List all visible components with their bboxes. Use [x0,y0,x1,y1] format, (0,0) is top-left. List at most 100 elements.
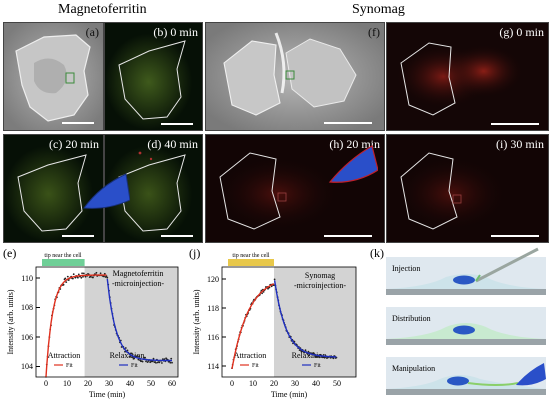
svg-text:40: 40 [312,379,320,388]
j-data-point [308,354,311,357]
e-data-point [126,349,129,352]
e-data-point [171,361,173,364]
schematic-distribution-panel: Distribution [386,307,546,345]
j-data-point [321,356,324,359]
plot-j-legend-fit-relaxation: Fit [314,363,321,369]
panel-d-label: (d) 40 min [147,137,198,151]
svg-text:20: 20 [270,379,278,388]
e-data-point [163,358,166,361]
plot-e-xlabel: Time (min) [89,390,126,399]
plot-e-ytick: 106 [21,333,33,342]
panel-h-label: (h) 20 min [329,137,380,151]
plot-j-ylabel: Intensity (arb. units) [192,289,201,354]
plot-j-banner-text: tip near the cell [232,253,269,259]
e-data-point [62,283,65,286]
e-data-point [170,357,173,360]
plot-j-yticks: 114 116 118 120 [207,275,226,371]
plot-e-yticks: 104 106 108 110 [21,274,40,371]
plot-e-label: (e) [3,246,16,260]
schematic-step-manipulation: Manipulation [392,364,435,373]
plot-j-fit-relaxation [273,280,337,358]
e-data-point [138,355,141,358]
e-data-point [82,272,85,275]
plot-e-ylabel: Intensity (arb. units) [6,289,15,354]
plot-e-title-line1: Magnetoferritin [113,269,164,278]
e-data-point [136,355,139,357]
plot-e-ytick: 104 [21,362,33,371]
j-data-point [332,357,335,360]
svg-text:116: 116 [207,333,219,342]
e-data-point [74,276,77,279]
panel-h-fluorescence-image: (h) 20 min [205,134,385,243]
e-data-point [133,357,136,360]
e-data-point [155,362,157,364]
plot-e-attraction-label: Attraction [48,351,80,360]
plot-e-legend-fit-relaxation: Fit [131,363,138,369]
plot-j-banner [228,259,274,266]
e-data-point [124,347,127,349]
svg-text:118: 118 [207,304,219,313]
plot-j-xlabel: Time (min) [271,390,308,399]
e-data-point [106,276,109,279]
schematic-manipulation-panel: Manipulation [386,357,546,395]
panel-i-label: (i) 30 min [496,137,544,151]
e-data-point [144,356,147,359]
svg-text:40: 40 [126,379,134,388]
e-data-point [130,352,133,355]
magnetoferritin-header: Magnetoferritin [58,2,147,17]
panel-b-label: (b) 0 min [153,25,198,39]
plot-j-shaded-region [274,267,356,377]
e-data-point [66,275,69,278]
e-data-point [141,360,144,363]
j-data-point [304,349,307,352]
plot-e-legend-fit-attraction: Fit [66,363,73,369]
svg-text:0: 0 [230,379,234,388]
e-data-point [84,275,87,278]
svg-text:30: 30 [291,379,299,388]
plot-e-ytick: 110 [21,274,33,283]
svg-text:10: 10 [249,379,257,388]
svg-text:50: 50 [147,379,155,388]
plot-j-synomag: (j) tip near the cell 114 116 118 120 0 … [189,246,357,399]
plot-e-xticks: 0 10 20 30 40 50 60 [44,379,176,388]
svg-text:10: 10 [63,379,71,388]
j-data-point [323,356,326,359]
j-data-point [273,278,276,281]
e-data-point [158,361,161,364]
plot-e-banner [42,259,85,266]
e-data-point [156,361,159,364]
magnetic-tip-icon [328,145,378,183]
j-data-point [300,350,303,353]
schematic-k-label: (k) [370,246,384,260]
plot-j-label: (j) [189,246,200,260]
e-data-point [80,276,83,279]
schematic-k: (k) Injection Distribution Manipulation [370,246,546,395]
panel-b-fluorescence-image: (b) 0 min [104,22,203,131]
e-data-point [129,355,131,358]
e-data-point [64,277,67,280]
j-data-point [318,356,321,359]
plot-j-title-line2: -microinjection- [294,281,346,290]
e-data-point [145,360,147,363]
svg-text:30: 30 [105,379,113,388]
e-data-point [161,358,164,360]
svg-text:0: 0 [44,379,48,388]
plot-e-title-line2: -microinjection- [112,279,164,288]
e-data-point [72,273,75,276]
plot-j-legend-fit-attraction: Fit [252,363,259,369]
j-data-point [298,349,301,351]
panel-c-fluorescence-image: (c) 20 min [3,134,104,243]
e-data-point [137,358,140,361]
synomag-header: Synomag [352,2,405,17]
e-data-point [103,272,106,275]
e-data-point [149,361,152,364]
e-data-point [65,281,68,283]
panel-c-label: (c) 20 min [49,137,99,151]
plot-j-fit-attraction [231,283,275,370]
magnetic-tip-icon [83,173,130,209]
panel-a-label: (a) [85,25,99,39]
e-data-point [95,271,98,274]
plot-e-ytick: 108 [21,303,33,312]
panel-i-fluorescence-image: (i) 30 min [386,134,549,243]
svg-text:50: 50 [333,379,341,388]
